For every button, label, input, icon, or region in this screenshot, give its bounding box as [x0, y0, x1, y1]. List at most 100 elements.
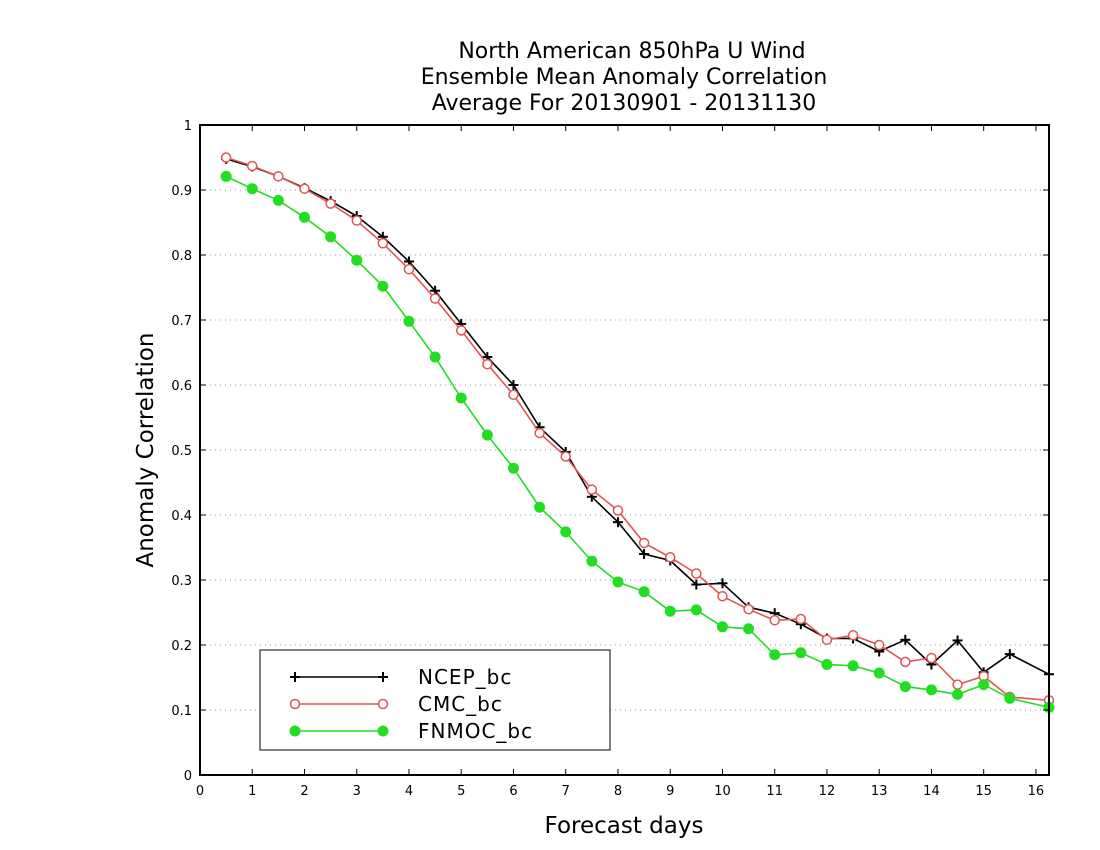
data-point-cmc-bc	[821, 634, 833, 646]
x-tick-label: 16	[1028, 784, 1045, 799]
data-point-fnmoc-bc	[743, 623, 755, 635]
chart-title-line-1: North American 850hPa U Wind	[458, 39, 805, 64]
series-line-ncep-bc	[225, 158, 1050, 676]
data-point-ncep-bc	[508, 380, 519, 390]
data-point-ncep-bc	[691, 579, 702, 590]
data-point-cmc-bc	[325, 198, 336, 209]
data-point-cmc-bc	[926, 652, 937, 664]
data-point-cmc-bc	[455, 325, 467, 336]
data-point-fnmoc-bc	[351, 254, 363, 266]
series-fnmoc-bc	[220, 170, 1055, 713]
data-point-cmc-bc	[377, 238, 389, 249]
data-point-ncep-bc	[1004, 649, 1015, 660]
data-point-cmc-bc	[403, 264, 415, 275]
data-point-fnmoc-bc	[220, 170, 232, 182]
x-tick-label: 4	[405, 784, 413, 799]
data-point-fnmoc-bc	[272, 194, 284, 206]
y-tick-label: 0.5	[171, 444, 192, 459]
data-point-cmc-bc	[664, 552, 676, 563]
legend-box	[259, 649, 611, 751]
data-point-cmc-bc	[847, 630, 859, 641]
y-tick-label: 0.8	[171, 249, 192, 264]
legend-marker-fnmoc-bc	[289, 725, 301, 737]
data-point-cmc-bc	[508, 389, 519, 400]
legend-entry-ncep-bc: NCEP_bc	[290, 665, 512, 689]
data-point-fnmoc-bc	[690, 604, 702, 616]
data-point-cmc-bc	[560, 451, 571, 462]
y-tick-label: 0.3	[171, 574, 192, 589]
y-tick-label: 1	[184, 119, 192, 134]
x-tick-label: 12	[819, 784, 836, 799]
data-point-cmc-bc	[873, 639, 885, 651]
data-point-cmc-bc	[952, 679, 963, 690]
data-point-ncep-bc	[612, 517, 623, 528]
data-point-fnmoc-bc	[925, 684, 937, 696]
chart-title-line-3: Average For 20130901 - 20131130	[432, 91, 817, 116]
y-axis-title: Anomaly Correlation	[133, 332, 159, 567]
data-point-fnmoc-bc	[377, 280, 389, 292]
legend-entry-fnmoc-bc: FNMOC_bc	[289, 719, 533, 743]
data-point-fnmoc-bc	[403, 315, 415, 327]
data-point-fnmoc-bc	[586, 555, 598, 567]
legend-label-fnmoc-bc: FNMOC_bc	[418, 719, 533, 743]
x-tick-label: 3	[353, 784, 361, 799]
data-point-fnmoc-bc	[298, 211, 310, 223]
data-point-fnmoc-bc	[664, 605, 676, 617]
x-tick-label: 0	[196, 784, 204, 799]
data-point-ncep-bc	[952, 635, 963, 646]
data-point-fnmoc-bc	[507, 462, 519, 474]
legend-marker-fnmoc-bc	[377, 725, 389, 737]
data-point-fnmoc-bc	[899, 681, 911, 693]
data-point-fnmoc-bc	[821, 659, 833, 670]
series-layer	[220, 152, 1055, 713]
data-point-cmc-bc	[795, 613, 807, 625]
data-point-fnmoc-bc	[246, 183, 258, 195]
series-cmc-bc	[220, 152, 1055, 706]
y-tick-label: 0.7	[171, 314, 192, 329]
data-point-cmc-bc	[586, 484, 598, 495]
legend: NCEP_bc CMC_bc FNMOC_bc	[259, 649, 611, 751]
x-tick-label: 10	[714, 784, 731, 799]
data-point-fnmoc-bc	[455, 392, 467, 404]
data-point-ncep-bc	[900, 634, 911, 645]
gridlines	[200, 189, 1049, 711]
data-point-cmc-bc	[429, 293, 441, 304]
y-tick-label: 0	[184, 769, 192, 784]
chart-title-line-2: Ensemble Mean Anomaly Correlation	[421, 65, 828, 90]
x-tick-label: 2	[300, 784, 308, 799]
x-tick-label: 7	[562, 784, 570, 799]
data-point-fnmoc-bc	[873, 667, 885, 679]
data-point-cmc-bc	[717, 591, 728, 602]
data-point-cmc-bc	[612, 505, 624, 516]
data-point-fnmoc-bc	[795, 647, 807, 659]
data-point-ncep-bc	[639, 549, 650, 559]
legend-marker-cmc-bc	[377, 698, 389, 710]
legend-marker-ncep-bc	[290, 672, 300, 682]
legend-label-ncep-bc: NCEP_bc	[418, 665, 512, 689]
x-tick-label: 6	[509, 784, 517, 799]
legend-marker-cmc-bc	[289, 698, 301, 710]
x-tick-label: 14	[923, 784, 940, 799]
data-point-cmc-bc	[743, 604, 754, 615]
data-point-cmc-bc	[246, 160, 258, 172]
data-point-cmc-bc	[299, 183, 310, 194]
data-point-ncep-bc	[717, 578, 728, 589]
data-point-fnmoc-bc	[612, 576, 624, 588]
y-tick-label: 0.1	[171, 704, 192, 719]
data-point-cmc-bc	[273, 171, 284, 182]
x-tick-label: 8	[614, 784, 622, 799]
legend-entry-cmc-bc: CMC_bc	[289, 692, 502, 716]
data-point-cmc-bc	[482, 358, 493, 370]
x-tick-label: 13	[871, 784, 888, 799]
data-point-fnmoc-bc	[325, 231, 337, 243]
legend-marker-ncep-bc	[378, 672, 388, 682]
data-point-fnmoc-bc	[638, 586, 650, 598]
data-point-cmc-bc	[691, 568, 702, 579]
y-tick-label: 0.2	[171, 639, 192, 654]
data-point-fnmoc-bc	[716, 621, 728, 633]
data-point-cmc-bc	[638, 537, 650, 549]
data-point-cmc-bc	[220, 152, 232, 163]
data-point-fnmoc-bc	[1004, 692, 1016, 704]
